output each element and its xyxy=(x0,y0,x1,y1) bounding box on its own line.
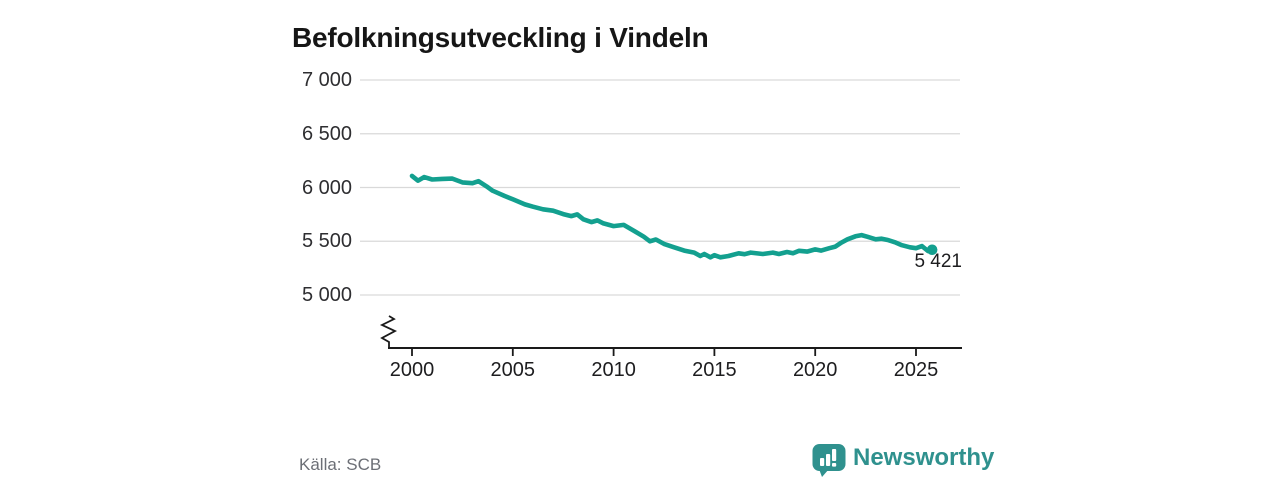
end-point-dot xyxy=(926,244,938,256)
x-tick-label: 2020 xyxy=(792,359,838,381)
newsworthy-logo: Newsworthy xyxy=(812,443,994,477)
population-line xyxy=(409,173,935,260)
x-tick-label: 2010 xyxy=(591,359,636,381)
y-tick-label: 6 000 xyxy=(301,176,352,199)
x-tick-label: 2015 xyxy=(692,359,737,381)
y-tick-label: 6 500 xyxy=(301,122,352,145)
y-tick-label: 7 000 xyxy=(301,69,352,91)
end-value-label: 5 421 xyxy=(914,251,962,272)
source-label: Källa: SCB xyxy=(299,455,382,474)
newsworthy-logo-text: Newsworthy xyxy=(853,444,995,471)
x-tick-label: 2025 xyxy=(893,359,939,381)
x-tick-label: 2000 xyxy=(389,359,435,381)
y-tick-label: 5 000 xyxy=(301,284,352,306)
axis-break-icon xyxy=(379,315,398,348)
chart-title: Befolkningsutveckling i Vindeln xyxy=(292,21,709,53)
x-tick-label: 2005 xyxy=(490,359,536,381)
newsworthy-logo-icon xyxy=(812,444,846,477)
y-tick-label: 5 500 xyxy=(301,230,352,253)
